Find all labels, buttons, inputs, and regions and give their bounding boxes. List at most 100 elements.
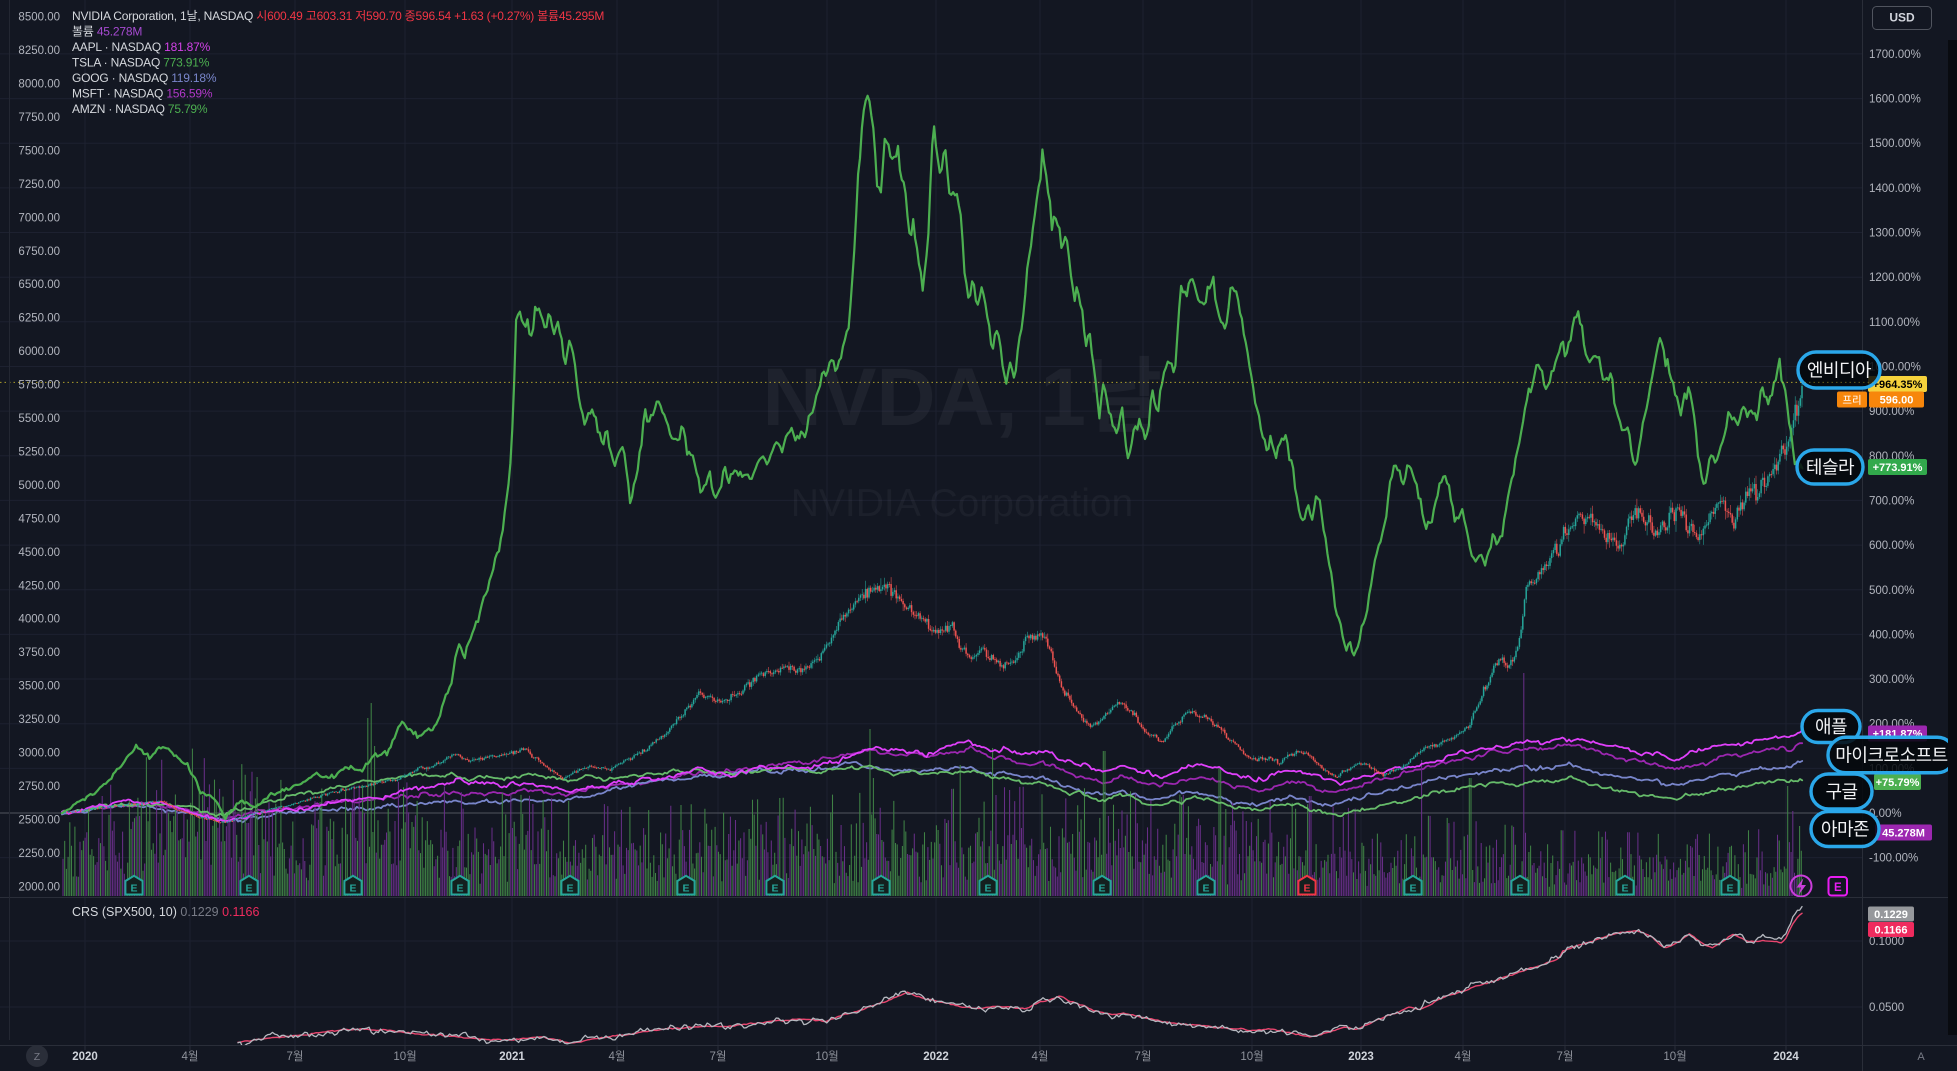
svg-text:45.278M: 45.278M	[1882, 827, 1925, 839]
svg-text:0.00%: 0.00%	[1869, 808, 1902, 820]
svg-text:E: E	[456, 882, 463, 894]
svg-text:2500.00: 2500.00	[18, 814, 60, 826]
svg-text:프리: 프리	[1842, 394, 1861, 406]
svg-text:2020: 2020	[72, 1051, 98, 1063]
svg-text:USD: USD	[1889, 11, 1915, 25]
svg-text:E: E	[682, 882, 689, 894]
svg-text:900.00%: 900.00%	[1869, 406, 1914, 418]
svg-text:5500.00: 5500.00	[18, 413, 60, 425]
svg-text:4월: 4월	[609, 1050, 626, 1063]
svg-text:700.00%: 700.00%	[1869, 495, 1914, 507]
svg-text:1600.00%: 1600.00%	[1869, 94, 1921, 106]
svg-text:7750.00: 7750.00	[18, 112, 60, 124]
svg-text:4월: 4월	[1455, 1050, 1472, 1063]
svg-text:테슬라: 테슬라	[1806, 457, 1855, 477]
svg-text:E: E	[1726, 882, 1733, 894]
svg-text:E: E	[566, 882, 573, 894]
svg-text:7월: 7월	[1557, 1050, 1574, 1063]
svg-text:3250.00: 3250.00	[18, 714, 60, 726]
svg-text:6250.00: 6250.00	[18, 313, 60, 325]
svg-text:2022: 2022	[923, 1051, 949, 1063]
svg-text:E: E	[349, 882, 356, 894]
svg-text:4750.00: 4750.00	[18, 513, 60, 525]
svg-text:3000.00: 3000.00	[18, 748, 60, 760]
svg-text:E: E	[130, 882, 137, 894]
svg-text:300.00%: 300.00%	[1869, 674, 1914, 686]
svg-text:TSLA · NASDAQ 773.91%: TSLA · NASDAQ 773.91%	[72, 56, 210, 70]
svg-text:1100.00%: 1100.00%	[1869, 317, 1920, 329]
svg-text:2021: 2021	[499, 1051, 525, 1063]
svg-text:Z: Z	[34, 1051, 41, 1063]
svg-text:E: E	[1303, 882, 1310, 894]
svg-text:5750.00: 5750.00	[18, 380, 60, 392]
svg-text:3500.00: 3500.00	[18, 681, 60, 693]
svg-text:4월: 4월	[1032, 1050, 1049, 1063]
svg-text:6750.00: 6750.00	[18, 246, 60, 258]
svg-text:10월: 10월	[393, 1050, 416, 1063]
svg-text:엔비디아: 엔비디아	[1807, 360, 1872, 380]
svg-text:E: E	[877, 882, 884, 894]
svg-text:아마존: 아마존	[1821, 819, 1869, 839]
svg-text:E: E	[1516, 882, 1523, 894]
svg-text:0.1166: 0.1166	[1874, 924, 1907, 936]
svg-text:500.00%: 500.00%	[1869, 585, 1914, 597]
svg-text:A: A	[1917, 1051, 1925, 1063]
svg-text:4월: 4월	[182, 1050, 199, 1063]
svg-text:E: E	[1834, 882, 1842, 894]
svg-text:2750.00: 2750.00	[18, 781, 60, 793]
svg-text:10월: 10월	[815, 1050, 838, 1063]
svg-text:10월: 10월	[1663, 1050, 1686, 1063]
svg-text:3750.00: 3750.00	[18, 647, 60, 659]
svg-text:7000.00: 7000.00	[18, 212, 60, 224]
svg-text:+75.79%: +75.79%	[1876, 777, 1920, 789]
svg-text:1500.00%: 1500.00%	[1869, 138, 1921, 150]
svg-text:8000.00: 8000.00	[18, 79, 60, 91]
svg-text:2250.00: 2250.00	[18, 848, 60, 860]
svg-text:7월: 7월	[710, 1050, 727, 1063]
svg-text:+964.35%: +964.35%	[1873, 379, 1923, 391]
svg-text:4250.00: 4250.00	[18, 580, 60, 592]
svg-text:5250.00: 5250.00	[18, 447, 60, 459]
svg-text:1700.00%: 1700.00%	[1869, 49, 1921, 61]
svg-text:애플: 애플	[1815, 717, 1847, 737]
svg-text:마이크로소프트: 마이크로소프트	[1835, 745, 1947, 765]
svg-text:볼륨 45.278M: 볼륨 45.278M	[72, 25, 142, 39]
svg-text:7250.00: 7250.00	[18, 179, 60, 191]
svg-text:-100.00%: -100.00%	[1869, 853, 1918, 865]
svg-text:6000.00: 6000.00	[18, 346, 60, 358]
svg-text:AAPL · NASDAQ 181.87%: AAPL · NASDAQ 181.87%	[72, 40, 211, 54]
svg-text:7500.00: 7500.00	[18, 145, 60, 157]
svg-text:E: E	[1098, 882, 1105, 894]
svg-text:2000.00: 2000.00	[18, 881, 60, 893]
svg-text:E: E	[771, 882, 778, 894]
svg-text:600.00%: 600.00%	[1869, 540, 1914, 552]
svg-text:1200.00%: 1200.00%	[1869, 272, 1921, 284]
svg-text:E: E	[1409, 882, 1416, 894]
svg-text:596.00: 596.00	[1880, 394, 1914, 406]
svg-text:CRS (SPX500, 10) 0.1229 0.1166: CRS (SPX500, 10) 0.1229 0.1166	[72, 905, 259, 919]
svg-text:4500.00: 4500.00	[18, 547, 60, 559]
svg-text:8250.00: 8250.00	[18, 45, 60, 57]
svg-text:1300.00%: 1300.00%	[1869, 228, 1921, 240]
svg-text:1000.00%: 1000.00%	[1869, 362, 1921, 374]
svg-text:구글: 구글	[1825, 782, 1857, 802]
svg-text:GOOG · NASDAQ 119.18%: GOOG · NASDAQ 119.18%	[72, 71, 217, 85]
svg-text:0.0500: 0.0500	[1869, 1002, 1904, 1014]
svg-text:4000.00: 4000.00	[18, 614, 60, 626]
svg-text:6500.00: 6500.00	[18, 279, 60, 291]
svg-text:1400.00%: 1400.00%	[1869, 183, 1921, 195]
svg-text:AMZN · NASDAQ 75.79%: AMZN · NASDAQ 75.79%	[72, 102, 208, 116]
svg-text:NVIDIA Corporation, 1날, NASDAQ: NVIDIA Corporation, 1날, NASDAQ 시600.49 고…	[72, 9, 604, 23]
svg-text:400.00%: 400.00%	[1869, 629, 1914, 641]
svg-text:8500.00: 8500.00	[18, 12, 60, 24]
svg-text:5000.00: 5000.00	[18, 480, 60, 492]
svg-text:2023: 2023	[1348, 1051, 1374, 1063]
svg-text:E: E	[1621, 882, 1628, 894]
svg-text:E: E	[245, 882, 252, 894]
svg-text:10월: 10월	[1240, 1050, 1263, 1063]
svg-text:0.1000: 0.1000	[1869, 936, 1904, 948]
svg-text:2024: 2024	[1773, 1051, 1799, 1063]
svg-text:E: E	[1202, 882, 1209, 894]
svg-text:7월: 7월	[1135, 1050, 1152, 1063]
svg-text:E: E	[984, 882, 991, 894]
